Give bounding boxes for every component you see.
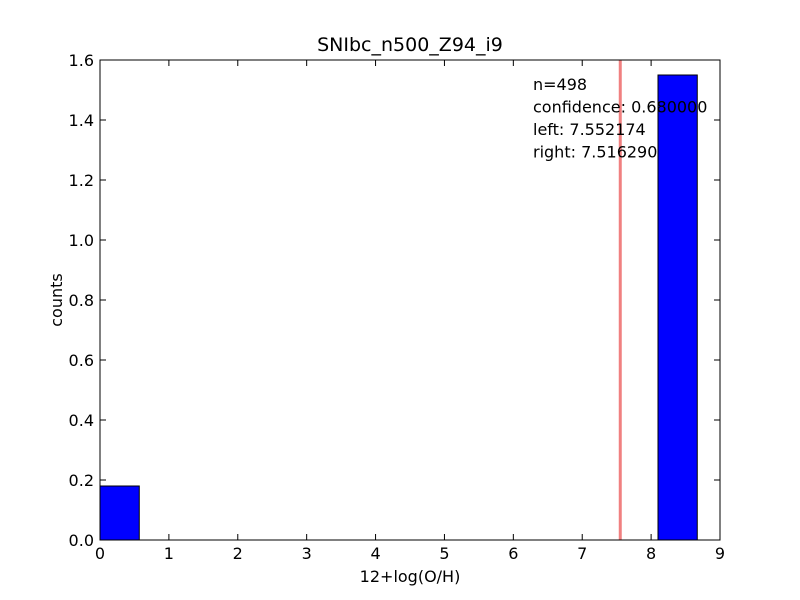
- x-tick-label: 8: [646, 544, 656, 563]
- y-tick-label: 1.0: [69, 231, 94, 250]
- x-tick-label: 0: [95, 544, 105, 563]
- y-axis-label: counts: [47, 273, 66, 326]
- x-tick-label: 3: [302, 544, 312, 563]
- x-tick-label: 6: [508, 544, 518, 563]
- y-tick-label: 0.6: [69, 351, 94, 370]
- histogram-bar: [657, 74, 698, 541]
- annotation-line: n=498: [533, 75, 587, 94]
- chart-title: SNIbc_n500_Z94_i9: [317, 34, 503, 56]
- annotation-line: left: 7.552174: [533, 120, 646, 139]
- y-tick-label: 0.8: [69, 291, 94, 310]
- x-tick-label: 9: [715, 544, 725, 563]
- histogram-bar: [99, 485, 140, 541]
- y-tick-label: 1.2: [69, 171, 94, 190]
- y-tick-label: 1.4: [69, 111, 94, 130]
- x-tick-label: 1: [164, 544, 174, 563]
- y-tick-label: 0.2: [69, 471, 94, 490]
- x-tick-label: 5: [439, 544, 449, 563]
- x-axis-label: 12+log(O/H): [360, 567, 461, 586]
- x-tick-label: 2: [233, 544, 243, 563]
- y-tick-label: 0.0: [69, 531, 94, 550]
- y-tick-label: 1.6: [69, 51, 94, 70]
- x-tick-label: 7: [577, 544, 587, 563]
- y-tick-label: 0.4: [69, 411, 94, 430]
- annotation-line: confidence: 0.680000: [533, 98, 707, 117]
- annotation-line: right: 7.516290: [533, 143, 657, 162]
- x-tick-label: 4: [370, 544, 380, 563]
